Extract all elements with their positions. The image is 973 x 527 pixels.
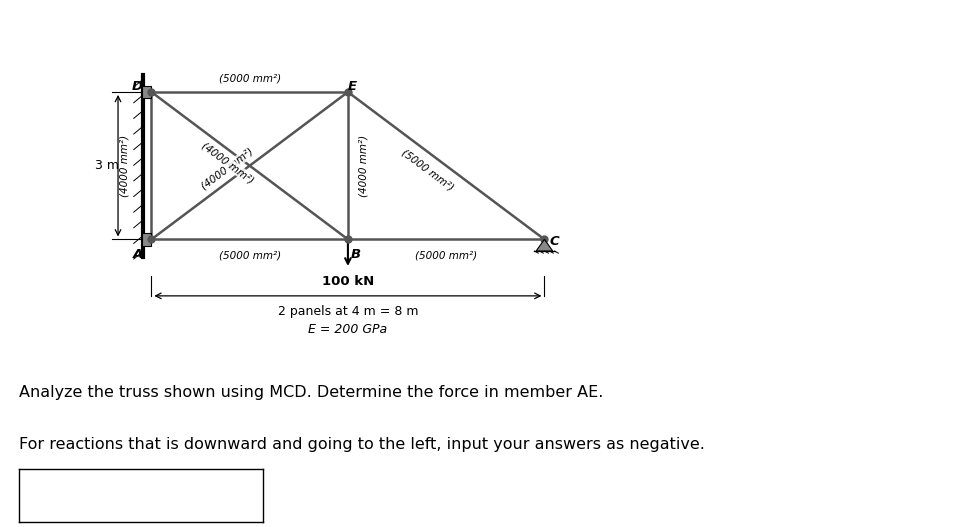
Bar	[142, 233, 152, 246]
Text: (5000 mm²): (5000 mm²)	[400, 148, 455, 193]
Text: (5000 mm²): (5000 mm²)	[219, 73, 281, 83]
Text: C: C	[550, 236, 559, 248]
Text: 3 m: 3 m	[95, 159, 120, 172]
Polygon shape	[536, 239, 553, 251]
Text: For reactions that is downward and going to the left, input your answers as nega: For reactions that is downward and going…	[19, 437, 705, 452]
Text: 100 kN: 100 kN	[322, 275, 374, 288]
Text: (4000 mm²): (4000 mm²)	[199, 146, 255, 191]
Text: (4000 mm²): (4000 mm²)	[359, 134, 369, 197]
Text: A: A	[132, 248, 143, 261]
Bar	[142, 86, 152, 98]
Text: D: D	[132, 80, 143, 93]
Text: E: E	[347, 80, 356, 93]
Text: 2 panels at 4 m = 8 m: 2 panels at 4 m = 8 m	[277, 305, 418, 318]
Text: (4000 mm²): (4000 mm²)	[199, 140, 255, 185]
Text: B: B	[350, 248, 360, 261]
Text: Analyze the truss shown using MCD. Determine the force in member AE.: Analyze the truss shown using MCD. Deter…	[19, 385, 604, 399]
Text: (4000 mm²): (4000 mm²)	[120, 134, 129, 197]
Text: (5000 mm²): (5000 mm²)	[219, 250, 281, 260]
Text: (5000 mm²): (5000 mm²)	[415, 250, 477, 260]
Text: E = 200 GPa: E = 200 GPa	[308, 323, 387, 336]
